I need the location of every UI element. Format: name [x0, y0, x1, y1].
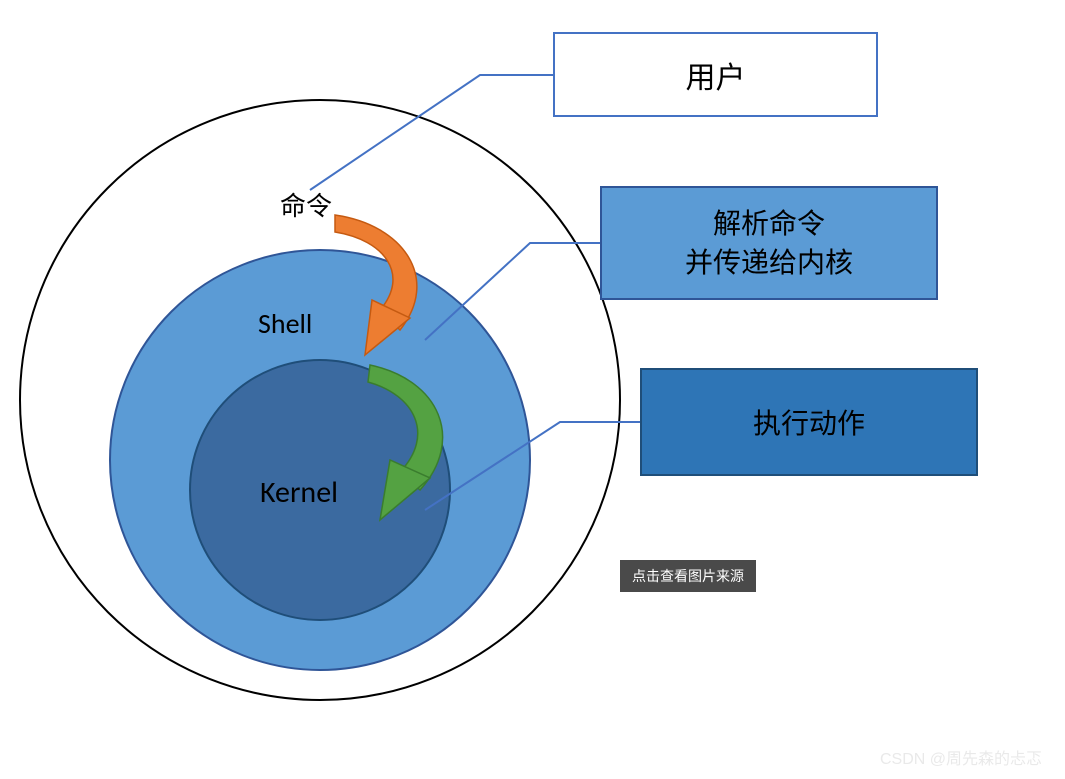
watermark: CSDN @周先森的忐忑	[880, 745, 1042, 769]
callout-user-label: 用户	[686, 53, 746, 97]
watermark-label: CSDN @周先森的忐忑	[880, 751, 1042, 768]
callout-execute-label: 执行动作	[753, 402, 865, 442]
outer-label: 命令	[280, 191, 332, 221]
shell-label: Shell	[258, 306, 312, 341]
callout-execute-box: 执行动作	[640, 368, 978, 476]
callout-parse-line1: 解析命令	[713, 204, 825, 243]
kernel-label: Kernel	[260, 474, 338, 511]
callout-parse-line2: 并传递给内核	[685, 243, 853, 282]
source-button-label: 点击查看图片来源	[632, 568, 744, 584]
shell-kernel-diagram: 命令 Shell Kernel 用户 解析命令 并传递给内核 执行动作 点击查看…	[0, 0, 1065, 774]
callout-user-box: 用户	[553, 32, 878, 117]
source-button[interactable]: 点击查看图片来源	[620, 560, 756, 592]
callout-parse-box: 解析命令 并传递给内核	[600, 186, 938, 300]
